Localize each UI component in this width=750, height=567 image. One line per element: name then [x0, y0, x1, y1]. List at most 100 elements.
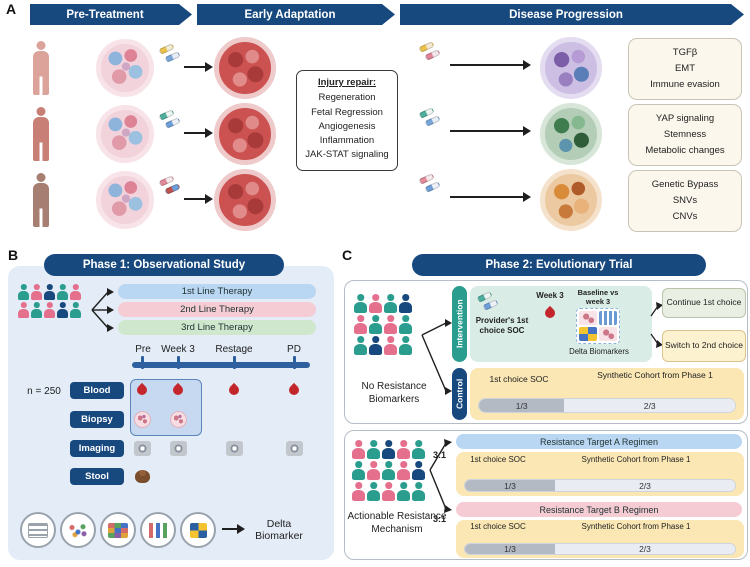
blood-drop-icon [542, 305, 558, 321]
person-icon [352, 440, 365, 459]
person-icon [367, 461, 380, 480]
pills-icon [418, 173, 444, 193]
stage-disease-progression: Disease Progression [400, 4, 744, 25]
actionable-resistance-label: Actionable Resistance Mechanism [347, 511, 447, 535]
baseline-vs-week3-label: Baseline vs week 3 [577, 288, 619, 307]
tumor-adaptation-icon [214, 103, 276, 165]
arm-b-cohort-label: Synthetic Cohort from Phase 1 [581, 522, 691, 531]
injury-repair-item: Regeneration [318, 92, 376, 104]
timeline-bar [132, 362, 310, 368]
person-icon [354, 336, 367, 355]
progression-mechanism-box: Genetic Bypass SNVs CNVs [628, 170, 742, 232]
allocation-bar: 1/3 2/3 [464, 479, 736, 492]
scatter-plot-icon [68, 522, 88, 538]
imaging-scanner-icon [170, 441, 187, 456]
tumor-pretreatment-icon [96, 39, 154, 97]
person-icon [384, 315, 397, 334]
mechanism-line: CNVs [672, 210, 698, 222]
randomization-ratio: 3:1 [433, 450, 447, 460]
phase2-title: Phase 2: Evolutionary Trial [412, 254, 706, 276]
timeline-tick [177, 356, 180, 369]
pills-icon [158, 175, 184, 195]
arrow-icon [450, 60, 531, 70]
person-icon [352, 461, 365, 480]
biopsy-icon [170, 411, 187, 428]
soc-fraction: 1/3 [465, 544, 555, 554]
soc-fraction: 1/3 [479, 399, 565, 412]
assay-circle [100, 512, 136, 548]
continue-choice-box: Continue 1st choice [662, 288, 746, 318]
person-icon [397, 461, 410, 480]
arrow-icon [184, 194, 213, 204]
person-icon [352, 482, 365, 501]
arm-a-box: 1st choice SOC Synthetic Cohort from Pha… [456, 452, 744, 496]
arrow-icon [222, 524, 245, 534]
tumor-pretreatment-icon [96, 171, 154, 229]
person-icon [57, 302, 68, 318]
delta-biomarker-grid-icon [576, 308, 620, 344]
allocation-bar: 1/3 2/3 [478, 398, 736, 413]
panel-c-label: C [342, 247, 353, 263]
mechanism-line: TGFβ [672, 47, 698, 59]
progression-mechanism-box: YAP signaling Stemness Metabolic changes [628, 104, 742, 166]
assay-circle [60, 512, 96, 548]
arrow-icon [184, 128, 213, 138]
injury-repair-item: Fetal Regression [311, 106, 383, 118]
delta-biomarker-label: Delta Biomarker [255, 518, 303, 542]
arm-b-box: 1st choice SOC Synthetic Cohort from Pha… [456, 520, 744, 558]
injury-repair-item: Inflammation [319, 135, 375, 146]
arrow-icon [184, 62, 213, 72]
fork-connector [421, 319, 452, 395]
person-icon [382, 461, 395, 480]
cohort-fraction: 2/3 [564, 399, 735, 412]
tumor-progression-icon [540, 37, 602, 99]
person-icon [369, 294, 382, 313]
cohort-fraction: 2/3 [555, 480, 735, 491]
timepoint-week3: Week 3 [161, 344, 195, 355]
mechanism-line: Stemness [663, 129, 707, 141]
control-soc-label: 1st choice SOC [489, 374, 549, 384]
arm-b-soc-label: 1st choice SOC [470, 522, 526, 531]
delta-biomarkers-label: Delta Biomarkers [569, 347, 629, 356]
injury-repair-item: JAK-STAT signaling [305, 149, 389, 161]
timepoint-pd: PD [287, 344, 301, 355]
switch-choice-box: Switch to 2nd choice [662, 330, 746, 362]
person-icon [70, 302, 81, 318]
person-icon [367, 440, 380, 459]
provider-soc-label: Provider's 1st choice SOC [475, 316, 529, 335]
biopsy-icon [134, 411, 151, 428]
patient-crowd [352, 440, 428, 501]
imaging-scanner-icon [226, 441, 243, 456]
cohort-size-label: n = 250 [27, 386, 61, 397]
assay-circle [180, 512, 216, 548]
mechanism-line: EMT [674, 63, 696, 75]
person-icon [399, 336, 412, 355]
arm-a-soc-label: 1st choice SOC [470, 455, 526, 464]
sample-tubes-icon [149, 522, 167, 538]
tumor-progression-icon [540, 103, 602, 165]
tumor-adaptation-icon [214, 169, 276, 231]
no-resistance-label: No Resistance Biomarkers [361, 381, 427, 405]
stool-icon [135, 470, 150, 483]
person-icon [382, 440, 395, 459]
human-figure-icon [30, 107, 52, 161]
outcome-connector [650, 302, 663, 348]
documents-icon [28, 522, 48, 538]
patient-crowd [18, 284, 86, 318]
pills-icon [158, 43, 184, 63]
assay-circle [20, 512, 56, 548]
imaging-scanner-icon [286, 441, 303, 456]
injury-repair-title: Injury repair: [317, 77, 377, 88]
person-icon [367, 482, 380, 501]
week3-label: Week 3 [536, 291, 564, 300]
mechanism-line: SNVs [672, 195, 698, 207]
person-icon [31, 302, 42, 318]
pills-icon [476, 291, 502, 311]
timeline-tick [233, 356, 236, 369]
person-icon [354, 315, 367, 334]
person-icon [412, 440, 425, 459]
sample-row-stool: Stool [70, 468, 124, 485]
timeline-tick [293, 356, 296, 369]
tumor-progression-icon [540, 169, 602, 231]
randomization-ratio: 3:1 [433, 514, 447, 524]
